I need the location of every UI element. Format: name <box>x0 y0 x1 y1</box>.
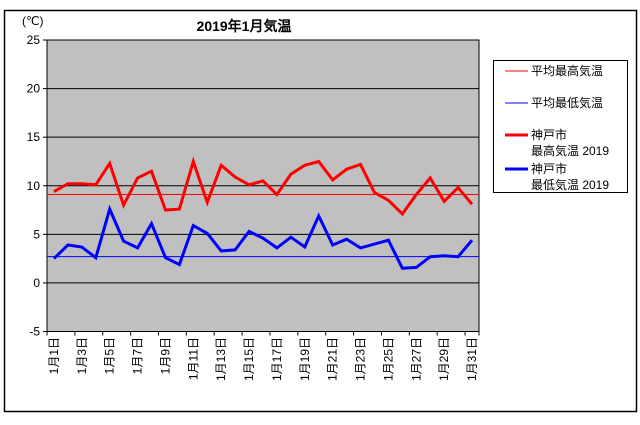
x-tick-label: 1月31日 <box>465 337 479 381</box>
y-tick-label: 5 <box>33 227 40 241</box>
x-tick-label: 1月19日 <box>298 337 312 381</box>
x-tick-label: 1月15日 <box>242 337 256 381</box>
y-tick-label: 0 <box>33 276 40 290</box>
x-tick-label: 1月17日 <box>270 337 284 381</box>
x-axis-labels: 1月1日 1月3日 1月5日 1月7日 1月9日 1月11日 1月13日 1月15日 1月17日… <box>47 337 479 381</box>
chart-title: 2019年1月気温 <box>197 18 292 34</box>
y-tick-label: 25 <box>27 33 41 47</box>
y-tick-label: 20 <box>27 82 41 96</box>
x-tick-label: 1月11日 <box>186 337 200 380</box>
series-神戸市 最低気温 2019 <box>52 204 474 270</box>
x-tick-label: 1月21日 <box>326 337 340 381</box>
y-axis-labels: 25 20 15 10 5 0 -5 <box>27 33 41 339</box>
legend-label: 最低気温 2019 <box>531 177 609 192</box>
x-axis-ticks <box>46 331 480 336</box>
x-tick-label: 1月27日 <box>409 337 423 381</box>
y-tick-label: 10 <box>27 179 41 193</box>
y-tick-label: -5 <box>29 325 40 339</box>
legend-label: 平均最高気温 <box>531 63 603 78</box>
legend-label: 神戸市 <box>531 127 567 142</box>
x-tick-label: 1月29日 <box>437 337 451 381</box>
legend-label: 平均最低気温 <box>531 95 603 110</box>
gridlines <box>47 88 479 284</box>
data-series-lines <box>47 156 479 270</box>
y-axis-ticks <box>43 39 47 332</box>
x-tick-label: 1月7日 <box>131 337 145 374</box>
y-tick-label: 15 <box>27 130 41 144</box>
x-tick-label: 1月1日 <box>47 337 61 374</box>
x-tick-label: 1月3日 <box>75 337 89 374</box>
y-axis-unit-label: (℃) <box>22 14 43 28</box>
x-tick-label: 1月9日 <box>158 337 172 374</box>
x-tick-label: 1月5日 <box>103 337 117 374</box>
x-tick-label: 1月25日 <box>381 337 395 381</box>
x-tick-label: 1月13日 <box>214 337 228 381</box>
x-tick-label: 1月23日 <box>354 337 368 381</box>
series-神戸市 最高気温 2019 <box>53 156 474 217</box>
legend-label: 最高気温 2019 <box>531 143 609 158</box>
legend-label: 神戸市 <box>531 161 567 176</box>
